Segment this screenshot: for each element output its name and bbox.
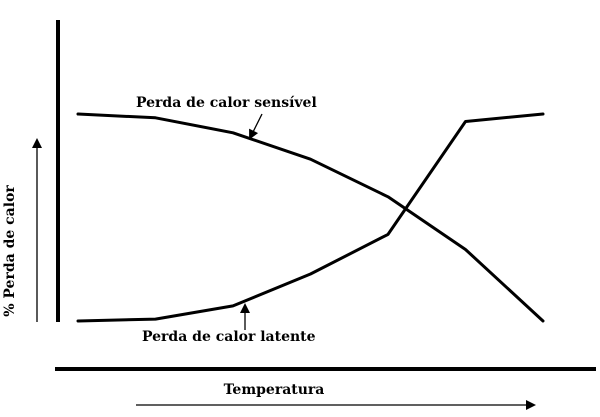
x-axis-title: Temperatura: [224, 382, 325, 398]
data-points-layer: [78, 114, 543, 321]
sensivel-label-pointer: [249, 113, 263, 140]
series-line-perda-de-calor-sensivel: [76, 112, 545, 323]
series-label-sensivel: Perda de calor sensível: [136, 95, 317, 111]
series-label-latente: Perda de calor latente: [142, 329, 316, 345]
series-line-perda-de-calor-latente: [76, 112, 545, 323]
y-axis-title: % Perda de calor: [2, 185, 18, 317]
